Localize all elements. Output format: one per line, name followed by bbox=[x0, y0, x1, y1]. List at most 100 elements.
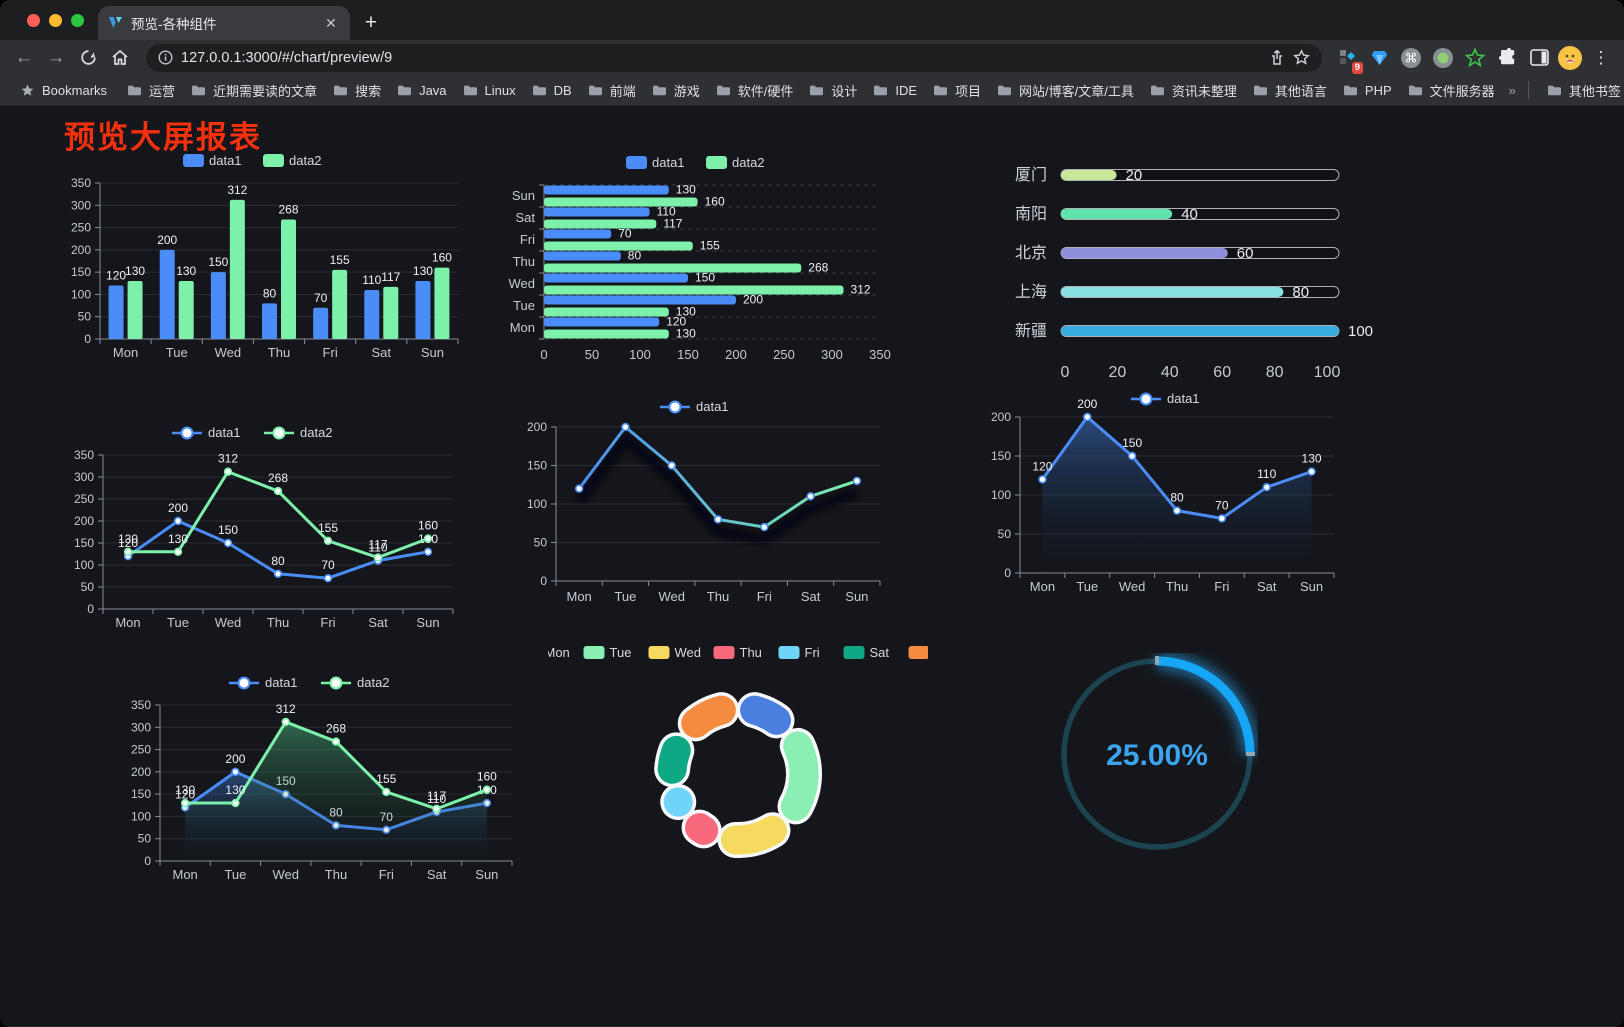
bookmarks-label: Bookmarks bbox=[42, 82, 108, 98]
bookmark-folder[interactable]: 游戏 bbox=[644, 78, 708, 103]
folder-icon bbox=[1547, 85, 1561, 95]
svg-text:Sun: Sun bbox=[845, 589, 868, 604]
bookmarks-divider bbox=[1527, 81, 1529, 99]
svg-text:Sat: Sat bbox=[427, 867, 447, 882]
svg-text:100: 100 bbox=[1314, 364, 1341, 381]
bookmarks-root[interactable]: Bookmarks bbox=[12, 80, 115, 101]
svg-text:data1: data1 bbox=[208, 425, 241, 440]
browser-menu-icon[interactable]: ⋮ bbox=[1592, 47, 1610, 67]
svg-text:130: 130 bbox=[118, 532, 138, 546]
svg-text:300: 300 bbox=[821, 347, 843, 362]
svg-text:南阳: 南阳 bbox=[1015, 205, 1047, 223]
minimize-window-button[interactable] bbox=[49, 13, 62, 27]
svg-text:200: 200 bbox=[991, 410, 1011, 424]
bookmark-folder-label: PHP bbox=[1364, 82, 1392, 98]
bookmark-folder-label: 运营 bbox=[149, 83, 176, 99]
svg-text:80: 80 bbox=[1292, 284, 1309, 301]
svg-text:350: 350 bbox=[71, 176, 91, 190]
diamond-extension-icon[interactable] bbox=[1366, 45, 1392, 71]
share-icon[interactable] bbox=[1269, 49, 1285, 66]
close-window-button[interactable] bbox=[27, 13, 40, 27]
svg-text:130: 130 bbox=[413, 264, 433, 278]
svg-text:150: 150 bbox=[991, 449, 1011, 463]
svg-text:300: 300 bbox=[74, 470, 94, 484]
bookmark-star-icon[interactable] bbox=[1293, 49, 1310, 66]
bookmark-folder[interactable]: 前端 bbox=[580, 78, 644, 103]
bookmark-folder[interactable]: 网站/博客/文章/工具 bbox=[989, 78, 1142, 103]
svg-text:250: 250 bbox=[773, 347, 795, 362]
home-button[interactable] bbox=[106, 44, 134, 72]
tab-close-icon[interactable]: ✕ bbox=[325, 14, 337, 31]
site-info-icon[interactable] bbox=[158, 50, 173, 65]
bookmark-folder-label: 近期需要读的文章 bbox=[213, 83, 318, 99]
bookmark-folder[interactable]: 项目 bbox=[925, 78, 989, 103]
side-panel-icon[interactable] bbox=[1526, 45, 1552, 71]
bookmark-folder[interactable]: 软件/硬件 bbox=[708, 78, 802, 103]
svg-text:300: 300 bbox=[71, 198, 91, 212]
svg-text:200: 200 bbox=[1077, 397, 1097, 411]
bookmark-folder[interactable]: 搜索 bbox=[325, 78, 389, 103]
folder-icon bbox=[810, 85, 824, 95]
bookmark-folder[interactable]: 近期需要读的文章 bbox=[183, 78, 325, 103]
bookmark-folder[interactable]: DB bbox=[524, 80, 580, 101]
bookmark-folder[interactable]: 设计 bbox=[801, 78, 865, 103]
svg-text:350: 350 bbox=[131, 698, 151, 712]
svg-text:0: 0 bbox=[1004, 566, 1011, 580]
svg-text:0: 0 bbox=[87, 602, 94, 616]
svg-text:150: 150 bbox=[527, 459, 547, 473]
svg-text:50: 50 bbox=[78, 310, 92, 324]
svg-text:Fri: Fri bbox=[1214, 579, 1229, 594]
svg-text:60: 60 bbox=[1213, 364, 1231, 381]
bookmark-folder[interactable]: Linux bbox=[455, 80, 524, 101]
bookmark-folder-label: 软件/硬件 bbox=[737, 83, 794, 99]
profile-avatar[interactable] bbox=[1558, 45, 1582, 70]
recorder-extension-icon[interactable] bbox=[1430, 45, 1456, 71]
url-text[interactable]: 127.0.0.1:3000/#/chart/preview/9 bbox=[181, 49, 393, 66]
toolbar: ← → 127.0.0.1:3000/#/chart/preview/9 9 bbox=[0, 40, 1624, 75]
folder-icon bbox=[398, 85, 412, 95]
svg-text:120: 120 bbox=[175, 788, 195, 802]
other-bookmarks-folder[interactable]: 其他书签 bbox=[1539, 78, 1624, 103]
svg-text:data1: data1 bbox=[1167, 391, 1200, 406]
bookmark-folder[interactable]: 文件服务器 bbox=[1400, 78, 1503, 103]
svg-text:0: 0 bbox=[1061, 364, 1070, 381]
extensions-puzzle-icon[interactable] bbox=[1494, 45, 1520, 71]
bookmark-folder[interactable]: PHP bbox=[1335, 80, 1400, 101]
svg-text:268: 268 bbox=[326, 722, 346, 736]
svg-text:130: 130 bbox=[175, 783, 195, 797]
svg-text:312: 312 bbox=[851, 283, 871, 297]
svg-text:Wed: Wed bbox=[675, 645, 702, 660]
svg-text:data2: data2 bbox=[732, 155, 765, 170]
command-extension-icon[interactable]: ⌘ bbox=[1398, 45, 1424, 71]
chart-canvas: data1 data2 0 50 100 150 200 250 300 350 Mon Tue Wed… bbox=[71, 153, 459, 360]
green-star-extension-icon[interactable] bbox=[1462, 45, 1488, 71]
extension-badge: 9 bbox=[1351, 62, 1363, 74]
bookmark-folder[interactable]: 运营 bbox=[119, 78, 183, 103]
svg-text:50: 50 bbox=[585, 347, 599, 362]
bookmark-folder[interactable]: 资讯未整理 bbox=[1142, 78, 1245, 103]
address-bar[interactable]: 127.0.0.1:3000/#/chart/preview/9 bbox=[146, 43, 1322, 72]
folder-icon bbox=[588, 85, 602, 95]
browser-tab[interactable]: 预览-各种组件 ✕ bbox=[98, 6, 350, 40]
reload-button[interactable] bbox=[74, 44, 102, 72]
tampermonkey-extension-icon[interactable]: 9 bbox=[1334, 45, 1363, 74]
svg-text:Mon: Mon bbox=[172, 867, 197, 882]
bookmark-folder[interactable]: 其他语言 bbox=[1245, 78, 1335, 103]
svg-text:Fri: Fri bbox=[320, 615, 335, 630]
new-tab-button[interactable]: + bbox=[364, 11, 378, 34]
svg-text:data1: data1 bbox=[265, 675, 298, 690]
bookmarks-overflow-chevron[interactable]: » bbox=[1508, 82, 1516, 98]
forward-button[interactable]: → bbox=[46, 46, 66, 68]
zoom-window-button[interactable] bbox=[71, 13, 84, 27]
svg-text:117: 117 bbox=[368, 538, 387, 552]
bookmark-folder[interactable]: Java bbox=[389, 80, 454, 101]
svg-text:130: 130 bbox=[676, 183, 696, 197]
svg-text:50: 50 bbox=[138, 832, 152, 846]
svg-text:70: 70 bbox=[321, 558, 335, 572]
svg-text:Mon: Mon bbox=[510, 320, 535, 335]
back-button[interactable]: ← bbox=[14, 46, 34, 68]
bookmark-folder[interactable]: IDE bbox=[865, 80, 925, 101]
svg-text:155: 155 bbox=[330, 253, 350, 267]
